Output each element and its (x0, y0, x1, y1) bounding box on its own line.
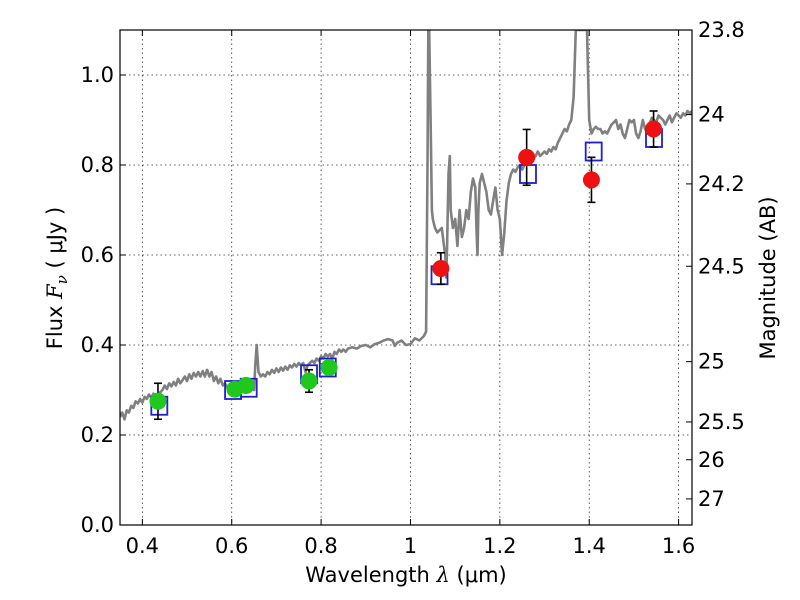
observed-optical-point (320, 359, 338, 376)
observed-optical-point (300, 372, 318, 390)
y2-tick-label: 26 (698, 448, 725, 472)
observed-nir-point (645, 120, 663, 138)
model-square-point (584, 141, 603, 162)
observed-optical-point (237, 377, 255, 394)
x-tick-label: 1.4 (573, 534, 606, 558)
x-tick-label: 0.8 (304, 534, 337, 558)
observed-optical-point (149, 392, 167, 410)
x-tick-label: 1.6 (662, 534, 695, 558)
y2-tick-label: 27 (698, 487, 725, 511)
y2-tick-label: 24.2 (698, 172, 745, 196)
y-tick-label: 0.0 (81, 513, 114, 537)
y-tick-label: 0.4 (81, 333, 114, 357)
y2-tick-label: 24 (698, 103, 725, 127)
y-tick-label: 1.0 (81, 63, 114, 87)
observed-nir-point (518, 148, 536, 166)
y2-tick-label: 23.8 (698, 18, 745, 42)
y2-tick-label: 24.5 (698, 254, 745, 278)
y-axis-label: Flux Fν ( μJy ) (43, 207, 71, 349)
x-tick-label: 0.4 (126, 534, 159, 558)
x-tick-label: 1 (404, 534, 417, 558)
y-tick-label: 0.6 (81, 243, 114, 267)
y2-tick-label: 25 (698, 350, 725, 374)
grid-layer (120, 30, 692, 525)
template-spectrum-line (120, 30, 692, 421)
y-tick-label: 0.8 (81, 153, 114, 177)
y2-tick-label: 25.5 (698, 410, 745, 434)
observed-nir-point (582, 171, 600, 189)
x-axis-label: Wavelength λ (μm) (305, 563, 506, 587)
observed-nir-point (432, 260, 450, 277)
y-tick-label: 0.2 (81, 423, 114, 447)
x-tick-label: 0.6 (215, 534, 248, 558)
spectrum-layer (120, 30, 692, 421)
plot-frame (119, 29, 693, 526)
y2-axis-label: Magnitude (AB) (756, 196, 780, 359)
x-tick-label: 1.2 (483, 534, 516, 558)
axes-layer: 0.4 0.6 0.8 1 1.2 1.4 1.6 0.0 0.2 0.4 0.6 0.8 1.0 23.… (81, 18, 745, 558)
marker-layer (149, 110, 663, 421)
